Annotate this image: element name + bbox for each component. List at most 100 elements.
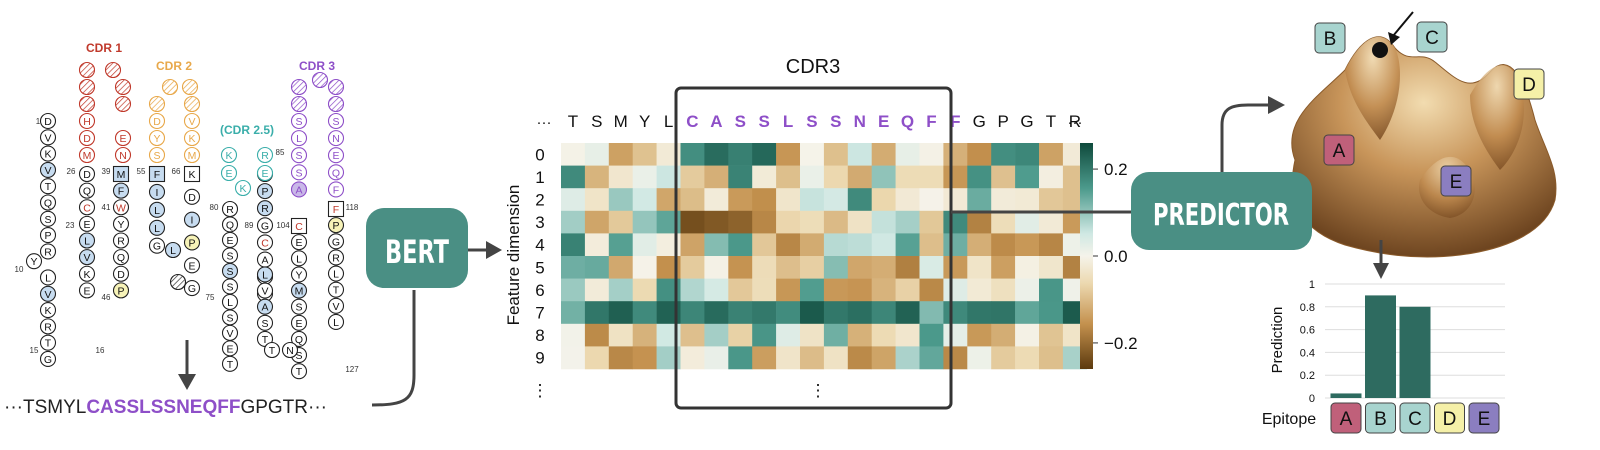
heatmap-cell-1-20 <box>1039 165 1064 189</box>
cdr2-residue-2-shape <box>148 146 166 164</box>
cdr1-hatched-1 <box>104 61 122 79</box>
residue-s9-7-shape <box>290 330 308 348</box>
heatmap-cell-5-1 <box>584 256 610 279</box>
heatmap-cell-3-2 <box>608 210 633 234</box>
heatmap-cell-0-8 <box>752 143 777 166</box>
heatmap-cell-0-19 <box>1015 143 1040 166</box>
heatmap-title: CDR3 <box>786 56 840 78</box>
heatmap-cell-8-10 <box>800 323 825 347</box>
heatmap-cell-7-19 <box>1015 301 1040 325</box>
residue-number-1: 10 <box>15 265 24 274</box>
residue-s1-2: K <box>44 149 51 161</box>
residue-s3-6: D <box>117 269 125 281</box>
residue-s8-0: L <box>262 269 268 281</box>
heatmap-cell-7-8 <box>752 301 777 325</box>
heatmap-cell-4-0 <box>561 233 586 257</box>
heatmap-residue-18: P <box>997 112 1008 131</box>
heatmap-cell-9-8 <box>752 346 777 370</box>
landscape-point <box>1372 42 1388 58</box>
heatmap-cell-1-15 <box>919 165 944 189</box>
heatmap-cell-0-10 <box>800 143 825 166</box>
residue-number-0: 1 <box>36 117 41 126</box>
heatmap-cell-9-10 <box>800 346 825 370</box>
heatmap-cell-5-3 <box>632 256 657 279</box>
heatmap-cell-8-12 <box>847 323 872 347</box>
heatmap-cell-0-18 <box>991 143 1016 166</box>
residue-s1-15-shape <box>39 350 57 368</box>
residue-s1-13: R <box>44 321 52 333</box>
heatmap-cell-7-0 <box>561 301 586 325</box>
heatmap-cell-8-1 <box>584 323 610 347</box>
cdr25-residue-2-shape <box>234 179 252 197</box>
heatmap-cell-1-1 <box>584 165 610 189</box>
residue-s6-3: S <box>226 250 233 262</box>
residue-s2-0-shape <box>78 165 96 183</box>
residue-s5-1: D <box>188 192 196 204</box>
heatmap-cell-3-18 <box>991 210 1016 234</box>
residue-s3-6-shape <box>112 265 130 282</box>
heatmap-cell-4-19 <box>1015 233 1040 257</box>
heatmap-cell-8-15 <box>919 323 944 347</box>
bar-B <box>1365 295 1396 398</box>
residue-s10-1-shape <box>327 217 345 234</box>
heatmap-cell-4-11 <box>823 233 849 257</box>
bar-chart-xlabel: Epitope <box>1262 411 1316 428</box>
heatmap-row-labels: 0 1 2 3 4 5 6 7 8 9 <box>535 145 544 367</box>
heatmap-cell-2-19 <box>1015 188 1040 212</box>
heatmap-cell-0-7 <box>728 143 753 166</box>
residue-s6-8: V <box>226 328 233 340</box>
heatmap-row-label-5: 5 <box>535 258 544 277</box>
heatmap-cell-4-3 <box>632 233 657 257</box>
heatmap-cell-7-13 <box>871 301 896 325</box>
heatmap-cell-2-15 <box>919 188 944 212</box>
heatmap-cell-4-1 <box>584 233 610 257</box>
bar-ytick-1: 0.2 <box>1300 370 1315 382</box>
residue-s9-1: E <box>295 237 302 249</box>
heatmap-cell-6-5 <box>680 278 705 302</box>
heatmap-cell-2-18 <box>991 188 1016 212</box>
cdr3-highlight-box <box>674 86 953 410</box>
heatmap-cell-9-13 <box>871 346 896 370</box>
heatmap-residue-17: G <box>973 112 986 131</box>
residue-s1-10-shape <box>39 269 57 286</box>
heatmap-cell-1-14 <box>895 165 920 189</box>
residue-s6-10-shape <box>221 355 239 372</box>
predictor-label: PREDICTOR <box>1153 198 1289 233</box>
heatmap-row-label-7: 7 <box>535 304 544 323</box>
heatmap-cell-1-12 <box>847 165 872 189</box>
residue-s5-3-shape <box>183 234 201 251</box>
cdr3-hatched-2 <box>327 78 345 96</box>
heatmap-cell-0-5 <box>680 143 705 166</box>
cdr25-residue-0: K <box>225 150 232 162</box>
residue-s10-6: V <box>332 301 339 313</box>
residue-s5-4: E <box>188 260 195 272</box>
bar-x-badge-B <box>1365 402 1396 434</box>
heatmap-cell-5-20 <box>1039 256 1064 279</box>
heatmap-cell-6-20 <box>1039 278 1064 302</box>
heatmap-cell-0-13 <box>871 143 896 166</box>
landscape-badge-B <box>1314 22 1346 54</box>
heatmap-cell-7-17 <box>967 301 992 325</box>
heatmap-row-label-8: 8 <box>535 326 544 345</box>
heatmap-cell-0-1 <box>584 143 610 166</box>
cdr1-residue-1-shape <box>78 129 96 147</box>
residue-s9-5: S <box>295 302 302 314</box>
heatmap-cell-2-16 <box>943 188 968 212</box>
bar-x-label-C: C <box>1408 409 1422 430</box>
heatmap-cell-2-11 <box>823 188 849 212</box>
residue-s1-4: T <box>45 181 52 193</box>
heatmap-cell-9-5 <box>680 346 705 370</box>
heatmap-cell-6-9 <box>776 278 801 302</box>
heatmap-cell-8-19 <box>1015 323 1040 347</box>
residue-s8-3: S <box>261 318 268 330</box>
residue-s9-9: T <box>296 366 303 378</box>
residue-s10-6-shape <box>327 297 345 314</box>
residue-s9-2-shape <box>290 250 308 267</box>
heatmap-cell-1-13 <box>871 165 896 189</box>
heatmap-residue-13: E <box>878 112 889 131</box>
residue-s3-5-shape <box>112 249 130 266</box>
residue-number-17: 127 <box>345 365 359 374</box>
residue-s10-2-shape <box>327 233 345 250</box>
heatmap-residue-14: Q <box>901 112 914 131</box>
heatmap-cell-5-15 <box>919 256 944 279</box>
